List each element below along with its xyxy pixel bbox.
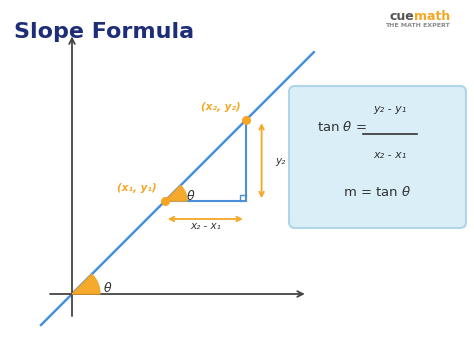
Text: m = tan $\theta$: m = tan $\theta$ [343, 185, 411, 199]
Text: x₂ - x₁: x₂ - x₁ [374, 150, 407, 160]
FancyBboxPatch shape [289, 86, 466, 228]
Text: (x₂, y₂): (x₂, y₂) [201, 102, 241, 112]
Text: y₂ - y₁: y₂ - y₁ [275, 156, 306, 166]
Text: tan $\theta$ =: tan $\theta$ = [317, 120, 367, 134]
Text: x₂ - x₁: x₂ - x₁ [190, 221, 221, 231]
Text: cue: cue [390, 10, 415, 23]
Text: math: math [414, 10, 450, 23]
Text: (x₁, y₁): (x₁, y₁) [118, 183, 157, 193]
Text: θ: θ [187, 190, 195, 203]
Wedge shape [72, 274, 100, 294]
Wedge shape [165, 186, 187, 201]
Text: THE MATH EXPERT: THE MATH EXPERT [385, 23, 450, 28]
Text: θ: θ [104, 282, 111, 295]
Text: y₂ - y₁: y₂ - y₁ [374, 104, 407, 114]
Text: Slope Formula: Slope Formula [14, 22, 194, 42]
